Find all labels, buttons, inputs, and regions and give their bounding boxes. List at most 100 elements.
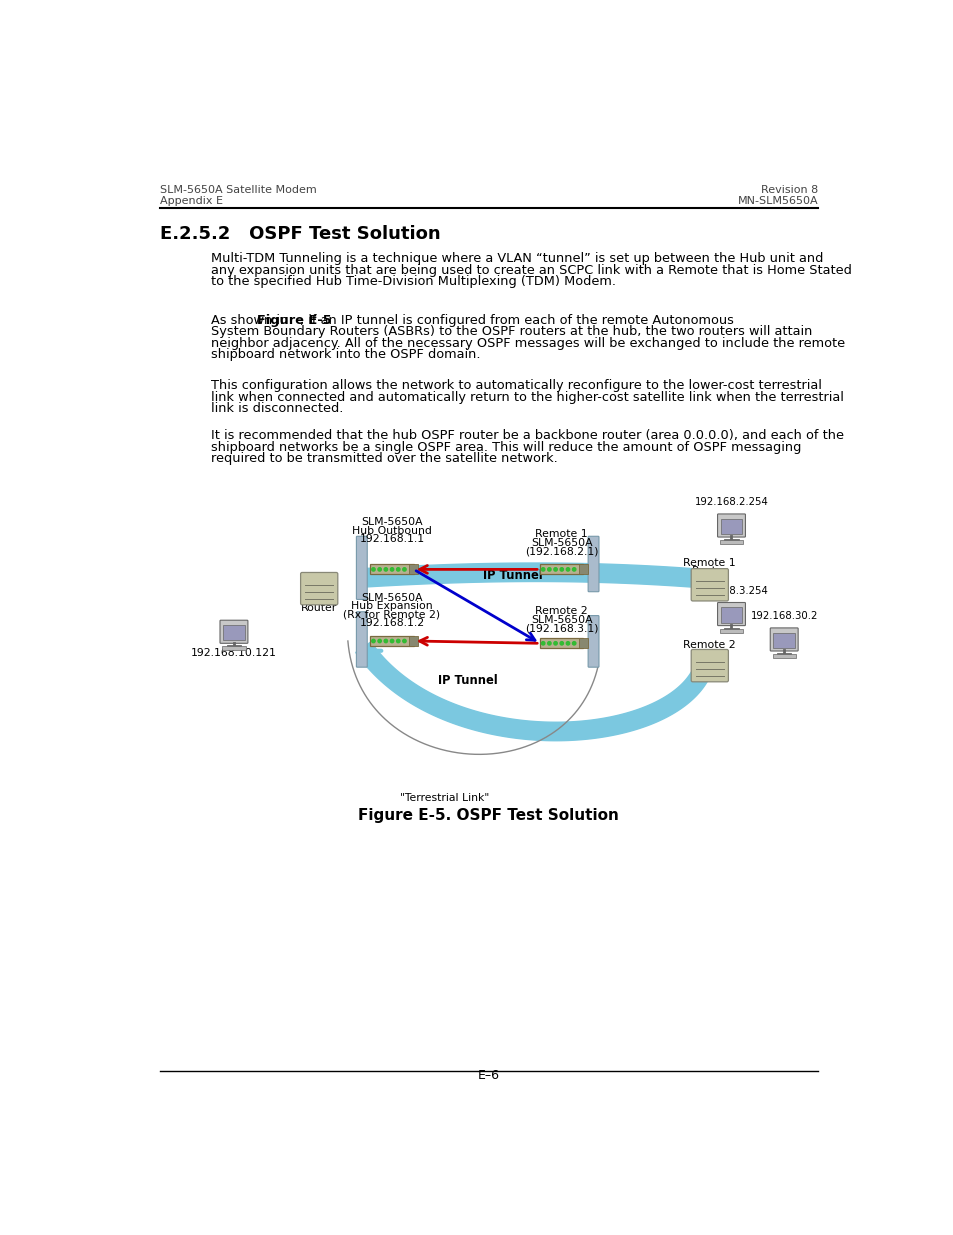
Text: 192.168.10.121: 192.168.10.121: [191, 648, 276, 658]
Text: Revision 8: Revision 8: [760, 185, 818, 195]
Circle shape: [390, 568, 394, 571]
Circle shape: [390, 640, 394, 642]
Text: Hub: Hub: [308, 594, 330, 604]
Circle shape: [372, 568, 375, 571]
Circle shape: [559, 568, 563, 571]
Text: 192.168.3.254: 192.168.3.254: [694, 585, 767, 595]
Text: SLM-5650A: SLM-5650A: [531, 537, 592, 548]
Text: , if an IP tunnel is configured from each of the remote Autonomous: , if an IP tunnel is configured from eac…: [300, 314, 733, 327]
Text: 192.168.1.1: 192.168.1.1: [359, 534, 424, 543]
Text: (Rx for Remote 2): (Rx for Remote 2): [343, 609, 440, 620]
Text: any expansion units that are being used to create an SCPC link with a Remote tha: any expansion units that are being used …: [211, 263, 851, 277]
Text: Remote 2: Remote 2: [535, 606, 587, 616]
FancyBboxPatch shape: [409, 564, 418, 574]
Circle shape: [402, 640, 406, 642]
Text: shipboard network into the OSPF domain.: shipboard network into the OSPF domain.: [211, 348, 479, 361]
Text: IP Tunnel: IP Tunnel: [482, 568, 542, 582]
Text: IP Tunnel: IP Tunnel: [437, 674, 497, 687]
FancyBboxPatch shape: [587, 615, 598, 667]
Text: SLM-5650A: SLM-5650A: [361, 593, 422, 603]
FancyBboxPatch shape: [370, 564, 414, 574]
Circle shape: [572, 642, 576, 645]
FancyBboxPatch shape: [717, 603, 744, 626]
Text: Hub Expansion: Hub Expansion: [351, 601, 433, 611]
FancyBboxPatch shape: [356, 536, 367, 599]
Bar: [223, 625, 245, 640]
FancyBboxPatch shape: [587, 536, 598, 592]
Text: Multi-TDM Tunneling is a technique where a VLAN “tunnel” is set up between the H: Multi-TDM Tunneling is a technique where…: [211, 252, 822, 266]
Text: Appendix E: Appendix E: [159, 196, 222, 206]
Circle shape: [566, 642, 569, 645]
Circle shape: [541, 568, 544, 571]
Circle shape: [377, 568, 381, 571]
Text: to the specified Hub Time-Division Multiplexing (TDM) Modem.: to the specified Hub Time-Division Multi…: [211, 275, 615, 288]
FancyBboxPatch shape: [356, 611, 367, 667]
Polygon shape: [362, 563, 712, 589]
FancyBboxPatch shape: [539, 564, 583, 574]
Text: link is disconnected.: link is disconnected.: [211, 401, 343, 415]
Text: Remote 1: Remote 1: [535, 530, 587, 540]
Text: 192.168.30.2: 192.168.30.2: [750, 611, 817, 621]
Text: (192.168.2.1): (192.168.2.1): [524, 546, 598, 556]
Bar: [222, 646, 245, 651]
Text: SLM-5650A Satellite Modem: SLM-5650A Satellite Modem: [159, 185, 316, 195]
Bar: [720, 540, 742, 543]
Circle shape: [541, 642, 544, 645]
Circle shape: [396, 640, 399, 642]
FancyBboxPatch shape: [691, 568, 728, 601]
Text: 192.168.2.254: 192.168.2.254: [694, 496, 767, 508]
Circle shape: [547, 642, 551, 645]
FancyBboxPatch shape: [539, 638, 583, 648]
Bar: [720, 629, 742, 632]
Text: E–6: E–6: [477, 1070, 499, 1082]
Text: This configuration allows the network to automatically reconfigure to the lower-: This configuration allows the network to…: [211, 379, 821, 393]
Bar: [772, 655, 795, 658]
Circle shape: [402, 568, 406, 571]
Text: Remote 2: Remote 2: [682, 640, 736, 651]
Text: As shown in: As shown in: [211, 314, 292, 327]
Text: E.2.5.2   OSPF Test Solution: E.2.5.2 OSPF Test Solution: [159, 225, 439, 243]
Text: required to be transmitted over the satellite network.: required to be transmitted over the sate…: [211, 452, 557, 466]
Circle shape: [566, 568, 569, 571]
Text: Figure E-5: Figure E-5: [256, 314, 331, 327]
FancyBboxPatch shape: [717, 514, 744, 537]
Text: Router: Router: [691, 567, 727, 577]
FancyBboxPatch shape: [691, 650, 728, 682]
Bar: [773, 632, 794, 648]
FancyBboxPatch shape: [409, 636, 418, 646]
FancyBboxPatch shape: [300, 573, 337, 605]
Text: MN-SLM5650A: MN-SLM5650A: [737, 196, 818, 206]
Circle shape: [396, 568, 399, 571]
Circle shape: [554, 568, 557, 571]
Text: SLM-5650A: SLM-5650A: [531, 615, 592, 625]
Text: 192.168.1.2: 192.168.1.2: [359, 618, 424, 627]
Bar: [720, 608, 741, 622]
Circle shape: [559, 642, 563, 645]
Text: "Terrestrial Link": "Terrestrial Link": [399, 793, 489, 803]
Text: Hub Outbound: Hub Outbound: [352, 526, 432, 536]
Circle shape: [554, 642, 557, 645]
Circle shape: [384, 640, 387, 642]
Text: System Boundary Routers (ASBRs) to the OSPF routers at the hub, the two routers : System Boundary Routers (ASBRs) to the O…: [211, 325, 811, 338]
Text: Router: Router: [301, 603, 337, 613]
Circle shape: [384, 568, 387, 571]
FancyBboxPatch shape: [578, 564, 587, 574]
FancyBboxPatch shape: [769, 627, 798, 651]
Circle shape: [547, 568, 551, 571]
FancyBboxPatch shape: [370, 636, 414, 646]
Text: neighbor adjacency. All of the necessary OSPF messages will be exchanged to incl: neighbor adjacency. All of the necessary…: [211, 337, 844, 350]
Text: Figure E-5. OSPF Test Solution: Figure E-5. OSPF Test Solution: [358, 809, 618, 824]
Text: SLM-5650A: SLM-5650A: [361, 517, 422, 527]
Text: It is recommended that the hub OSPF router be a backbone router (area 0.0.0.0), : It is recommended that the hub OSPF rout…: [211, 430, 842, 442]
Circle shape: [572, 568, 576, 571]
Circle shape: [372, 640, 375, 642]
Bar: [720, 519, 741, 534]
FancyBboxPatch shape: [220, 620, 248, 643]
Circle shape: [377, 640, 381, 642]
Text: link when connected and automatically return to the higher-cost satellite link w: link when connected and automatically re…: [211, 390, 842, 404]
FancyBboxPatch shape: [578, 638, 587, 648]
Polygon shape: [355, 642, 713, 741]
Text: shipboard networks be a single OSPF area. This will reduce the amount of OSPF me: shipboard networks be a single OSPF area…: [211, 441, 801, 453]
Text: Router: Router: [691, 648, 727, 658]
Text: Remote 1: Remote 1: [682, 558, 736, 568]
